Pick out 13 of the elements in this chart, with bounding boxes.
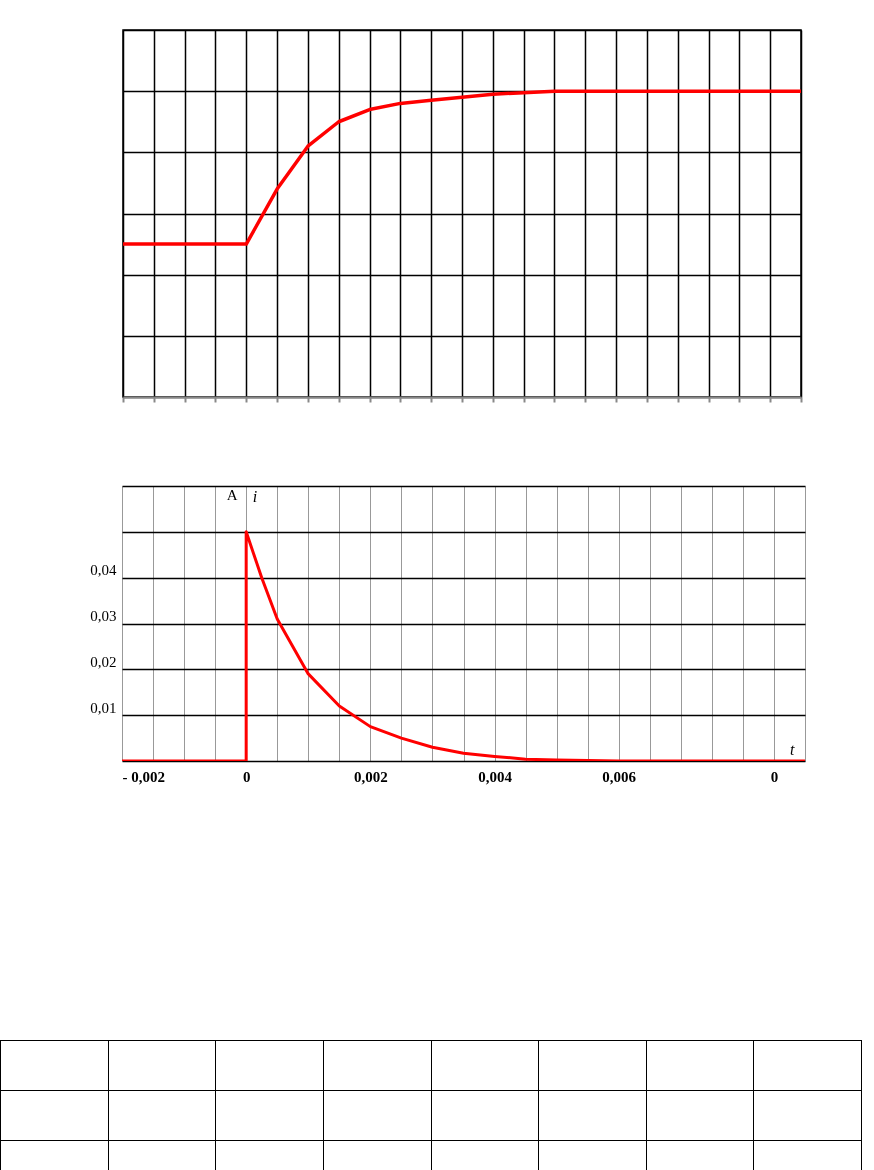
x-tick-label: 0 bbox=[242, 768, 251, 785]
y-tick-label: 0,02 bbox=[90, 653, 117, 670]
x-tick-label: 0,002 bbox=[353, 768, 388, 785]
annotation: A bbox=[226, 486, 238, 504]
x-axis-title: t bbox=[790, 740, 796, 758]
x-tick-label: 0,006 bbox=[602, 768, 637, 785]
y-tick-label: 0,03 bbox=[90, 608, 117, 624]
y-axis-title: i bbox=[252, 487, 258, 505]
x-tick-label: 0,004 bbox=[478, 768, 513, 785]
y-tick-label: 0,01 bbox=[90, 699, 117, 716]
y-tick-label: 0,04 bbox=[90, 562, 117, 579]
x-tick-label: 0 bbox=[770, 768, 779, 785]
x-tick-label: - 0,002 bbox=[122, 768, 165, 785]
